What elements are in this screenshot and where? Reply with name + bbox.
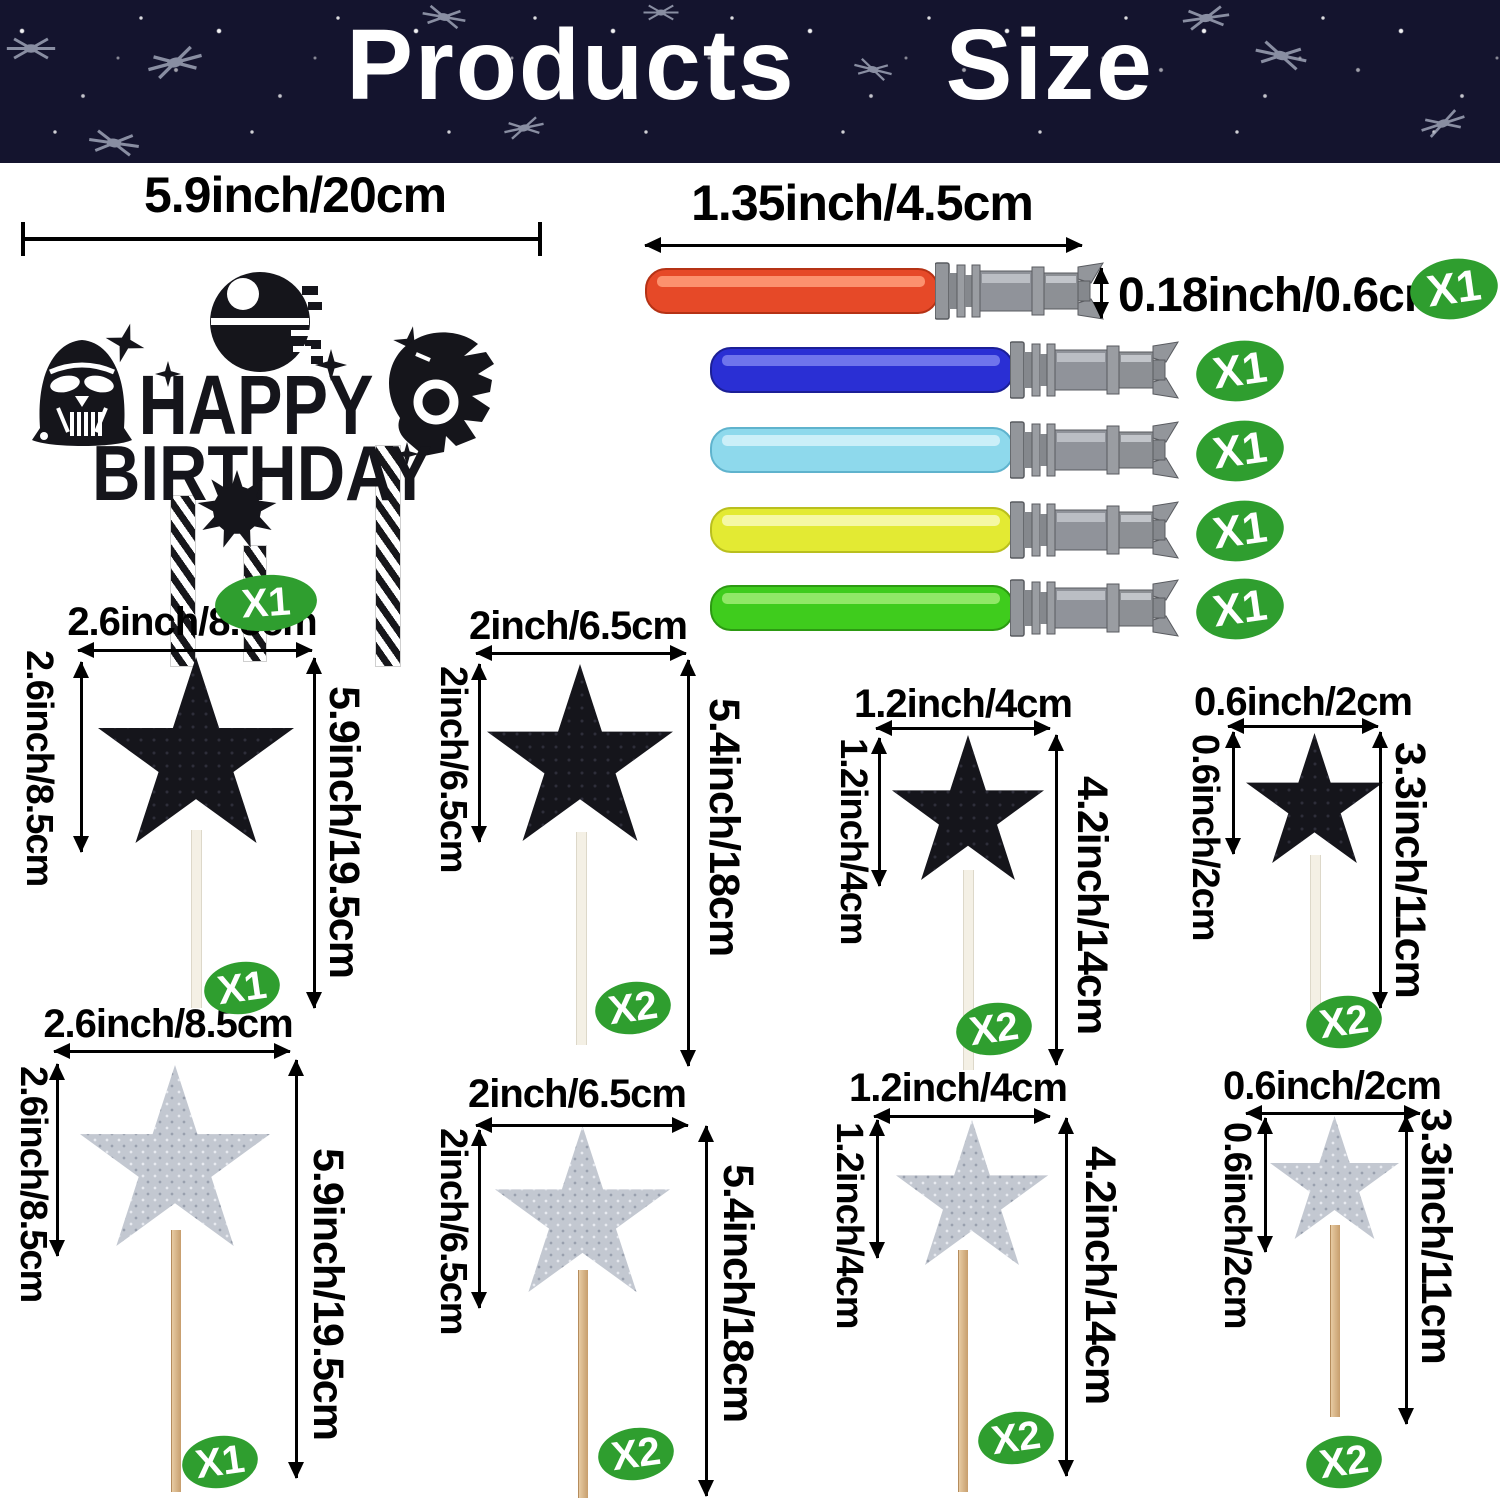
- saber-thickness-label: 0.18inch/0.6cm: [1118, 269, 1447, 322]
- width-arrow: [1245, 1105, 1421, 1121]
- width-arrow: [53, 1043, 291, 1059]
- spacecraft-icon: [86, 128, 142, 158]
- gear-icon: [197, 470, 277, 548]
- count-badge: X2: [594, 1422, 678, 1486]
- total-height-label: 5.9inch/19.5cm: [320, 686, 368, 978]
- star-topper-silver-small: [896, 1120, 1048, 1265]
- page-title-word2: Size: [945, 9, 1154, 121]
- saber-length-arrow: [644, 237, 1083, 253]
- star-width-label: 1.2inch/4cm: [853, 682, 1073, 726]
- total-height-arrow: [306, 657, 322, 1009]
- star-width-label: 2inch/6.5cm: [468, 604, 688, 648]
- death-star-icon: [210, 272, 323, 372]
- lightsaber-light-blue: [710, 421, 1179, 479]
- star-topper-black-large: [98, 657, 294, 843]
- star-topper-black-medium: [487, 664, 673, 841]
- total-height-arrow: [1048, 734, 1064, 1066]
- side-arrow: [871, 737, 887, 887]
- total-height-label: 3.3inch/11cm: [1412, 1108, 1460, 1364]
- total-height-label: 4.2inch/14cm: [1068, 776, 1116, 1035]
- side-arrow: [471, 663, 487, 843]
- star-topper-black-small: [892, 735, 1044, 880]
- side-arrow: [471, 1129, 487, 1309]
- star-topper-black-mini: [1246, 733, 1383, 863]
- lightsaber-green: [710, 579, 1179, 637]
- star-side-label: 2.6inch/8.5cm: [18, 650, 60, 887]
- width-arrow: [475, 645, 687, 661]
- darth-vader-icon: [32, 340, 132, 446]
- star-width-label: 0.6inch/2cm: [1193, 680, 1413, 724]
- topper-stick: [191, 830, 202, 1008]
- star-topper-silver-medium: [495, 1126, 670, 1292]
- total-height-arrow: [1058, 1117, 1074, 1477]
- total-height-label: 3.3inch/11cm: [1386, 742, 1434, 998]
- width-arrow: [1227, 718, 1379, 734]
- count-badge: X2: [974, 1406, 1058, 1470]
- topper-width-measure-line: [21, 222, 542, 256]
- happy-birthday-topper: HAPPY BIRTHDAY: [32, 272, 494, 548]
- total-height-arrow: [680, 659, 696, 1067]
- total-height-label: 4.2inch/14cm: [1076, 1146, 1124, 1405]
- topper-stick: [576, 832, 587, 1045]
- topper-stick: [578, 1270, 588, 1498]
- header-banner: Products Size: [0, 0, 1500, 163]
- side-arrow: [73, 661, 89, 853]
- page-title-word1: Products: [346, 9, 796, 121]
- striped-straw-icon: [375, 445, 401, 667]
- count-badge: X1: [1192, 335, 1288, 407]
- star-side-label: 1.2inch/4cm: [828, 1122, 870, 1329]
- topper-stick: [1310, 855, 1321, 1032]
- star-topper-silver-large: [80, 1065, 270, 1246]
- count-badge: X2: [1302, 1430, 1386, 1494]
- topper-text-line1: HAPPY: [139, 358, 374, 452]
- total-height-arrow: [288, 1059, 304, 1479]
- star-width-label: 0.6inch/2cm: [1222, 1064, 1442, 1108]
- total-height-label: 5.4inch/18cm: [714, 1164, 762, 1423]
- topper-stick: [963, 870, 974, 1070]
- total-height-arrow: [1372, 731, 1388, 1009]
- star-side-label: 2inch/6.5cm: [432, 1128, 474, 1335]
- millennium-falcon-icon: [388, 332, 494, 456]
- total-height-label: 5.9inch/19.5cm: [304, 1148, 352, 1440]
- width-arrow: [873, 1108, 1051, 1124]
- star-side-label: 0.6inch/2cm: [1216, 1122, 1258, 1329]
- lightsaber-red: [645, 262, 1104, 320]
- count-badge: X2: [591, 976, 675, 1040]
- side-arrow: [1225, 731, 1241, 855]
- width-arrow: [875, 720, 1051, 736]
- star-side-label: 2.6inch/8.5cm: [12, 1066, 54, 1303]
- width-arrow: [77, 642, 313, 658]
- side-arrow: [869, 1119, 885, 1259]
- star-topper-silver-mini: [1270, 1116, 1399, 1239]
- count-badge: X1: [1192, 573, 1288, 645]
- count-badge: X1: [1192, 495, 1288, 567]
- star-side-label: 1.2inch/4cm: [832, 738, 874, 945]
- topper-stick: [171, 1230, 181, 1492]
- star-side-label: 0.6inch/2cm: [1184, 734, 1226, 941]
- topper-width-label: 5.9inch/20cm: [143, 167, 447, 223]
- saber-thickness-arrow: [1093, 267, 1109, 319]
- side-arrow: [49, 1063, 65, 1257]
- saber-length-label: 1.35inch/4.5cm: [691, 175, 1034, 231]
- lightsaber-blue: [710, 341, 1179, 399]
- star-width-label: 1.2inch/4cm: [848, 1066, 1068, 1110]
- total-height-arrow: [1398, 1115, 1414, 1425]
- striped-straw-icon: [170, 495, 196, 667]
- star-side-label: 2inch/6.5cm: [432, 666, 474, 873]
- lightsaber-yellow: [710, 501, 1179, 559]
- count-badge: X1: [1192, 415, 1288, 487]
- total-height-arrow: [698, 1125, 714, 1497]
- count-badge: X1: [178, 1430, 262, 1494]
- topper-stick: [958, 1250, 968, 1492]
- star-width-label: 2inch/6.5cm: [467, 1072, 687, 1116]
- total-height-label: 5.4inch/18cm: [700, 698, 748, 957]
- topper-stick: [1330, 1225, 1340, 1417]
- side-arrow: [1257, 1117, 1273, 1253]
- page-title: Products Size: [0, 8, 1500, 123]
- width-arrow: [475, 1117, 689, 1133]
